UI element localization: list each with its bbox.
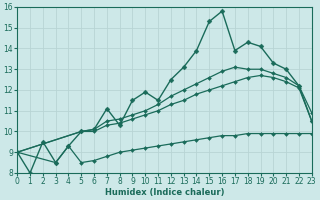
X-axis label: Humidex (Indice chaleur): Humidex (Indice chaleur) bbox=[105, 188, 224, 197]
